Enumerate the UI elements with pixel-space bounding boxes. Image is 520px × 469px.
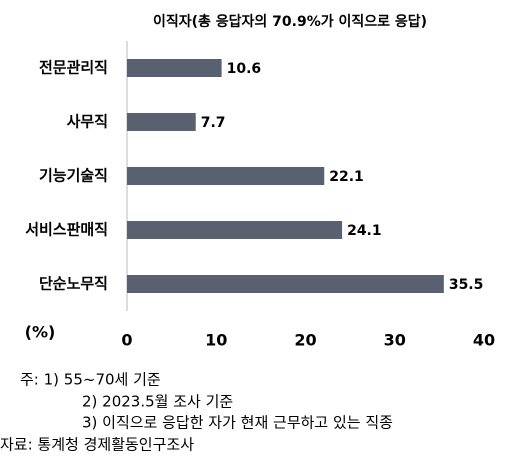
bar [127,167,325,185]
note: 3) 이직으로 응답한 자가 현재 근무하고 있는 직종 [82,414,393,432]
y-tick-label: 단순노무직 [39,275,108,293]
x-tick-label: 20 [294,331,316,350]
note: 2) 2023.5월 조사 기준 [82,393,233,411]
x-axis-label: (%) [25,323,56,342]
note: 주: 1) 55~70세 기준 [20,371,161,389]
data-label: 7.7 [201,115,226,131]
data-label: 24.1 [347,223,382,239]
bar [127,275,444,293]
y-tick-label: 사무직 [67,113,108,131]
x-tick-label: 30 [384,331,406,350]
data-label: 22.1 [329,169,364,185]
y-tick-label: 서비스판매직 [25,221,108,239]
x-tick-label: 10 [205,331,227,350]
bar [127,113,196,131]
x-tick-label: 40 [473,331,495,350]
data-label: 35.5 [449,277,484,293]
data-label: 10.6 [227,61,262,77]
bar [127,221,343,239]
y-tick-label: 기능기술직 [39,167,108,185]
bar [127,59,222,77]
chart-title: 이직자(총 응답자의 70.9%가 이직으로 응답) [153,13,427,30]
y-tick-label: 전문관리직 [39,59,108,77]
source: 자료: 통계청 경제활동인구조사 [0,436,194,454]
x-tick-label: 0 [121,331,132,350]
